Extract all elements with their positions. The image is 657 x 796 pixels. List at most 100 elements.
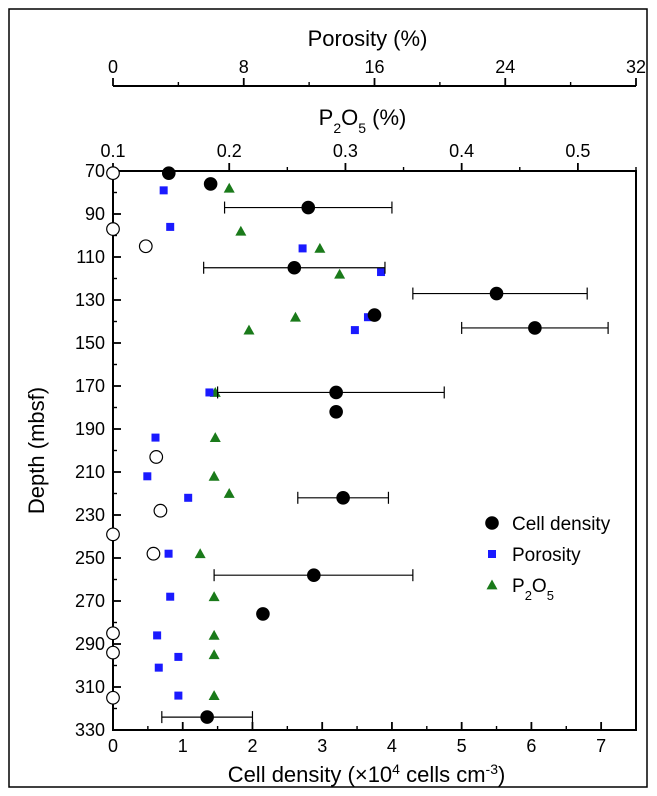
data-point: [153, 503, 168, 518]
data-point: [143, 472, 152, 481]
data-point: [166, 592, 175, 601]
porosity-tick-label: 24: [495, 57, 515, 77]
depth-tick-label: 270: [75, 591, 105, 611]
data-point: [350, 326, 359, 335]
data-point: [334, 268, 346, 279]
p2o5-tick-label: 0.5: [565, 141, 590, 161]
data-point: [298, 244, 307, 253]
data-point: [138, 239, 153, 254]
data-point: [307, 568, 321, 582]
cell-tick-label: 5: [457, 736, 467, 756]
data-point: [174, 652, 183, 661]
depth-axis-title: Depth (mbsf): [24, 387, 49, 514]
data-point: [149, 450, 164, 464]
data-point: [166, 222, 175, 231]
porosity-tick-label: 8: [239, 57, 249, 77]
data-point: [159, 186, 168, 195]
data-point: [208, 470, 220, 481]
depth-tick-label: 130: [75, 290, 105, 310]
figure-frame: [8, 8, 648, 788]
data-point: [289, 311, 301, 322]
data-point: [377, 268, 386, 277]
data-point: [235, 225, 247, 236]
data-point: [164, 549, 173, 558]
depth-tick-label: 170: [75, 376, 105, 396]
data-point: [329, 385, 343, 400]
data-point: [194, 548, 206, 559]
data-point: [256, 607, 270, 621]
depth-tick-label: 70: [85, 161, 105, 181]
porosity-tick-label: 16: [364, 57, 384, 77]
p2o5-axis-title: P2O5 (%): [319, 105, 407, 136]
legend: Cell density Porosity P2O5: [485, 514, 611, 603]
p2o5-tick-label: 0.2: [217, 141, 242, 161]
series-open-circle: [106, 166, 168, 705]
porosity-tick-label: 0: [108, 57, 118, 77]
plot-frame: [112, 170, 637, 731]
depth-tick-label: 230: [75, 505, 105, 525]
p2o5-tick-label: 0.1: [100, 141, 125, 161]
data-point: [209, 432, 221, 442]
data-point: [203, 177, 218, 191]
data-point: [489, 286, 504, 301]
data-point: [146, 546, 161, 561]
cell-axis-title: Cell density (×104 cells cm-3): [228, 761, 506, 787]
depth-tick-label: 310: [75, 677, 105, 697]
data-point: [106, 527, 120, 542]
data-point: [153, 631, 162, 640]
data-point: [243, 324, 255, 335]
depth-tick-label: 250: [75, 548, 105, 568]
depth-tick-label: 210: [75, 462, 105, 482]
data-point: [208, 649, 220, 660]
series-filled-circle: [161, 166, 609, 724]
data-point: [208, 591, 220, 602]
legend-label: Porosity: [512, 545, 581, 566]
porosity-tick-label: 32: [626, 57, 646, 77]
depth-tick-label: 290: [75, 634, 105, 654]
cell-tick-label: 3: [317, 736, 327, 756]
p2o5-tick-label: 0.4: [449, 141, 474, 161]
data-point: [106, 222, 120, 236]
cell-tick-label: 0: [108, 736, 118, 756]
legend-label: P2O5: [512, 576, 554, 603]
legend-marker: [488, 550, 496, 558]
data-point: [205, 388, 214, 397]
depth-tick-label: 150: [75, 333, 105, 353]
data-point: [106, 166, 120, 181]
data-point: [314, 242, 326, 253]
depth-tick-label: 190: [75, 419, 105, 439]
data-point: [106, 690, 120, 705]
porosity-axis-title: Porosity (%): [308, 26, 428, 51]
data-point: [106, 626, 120, 641]
legend-label: Cell density: [512, 514, 611, 535]
data-point: [161, 166, 176, 180]
data-point: [223, 182, 235, 193]
data-point: [154, 663, 163, 672]
data-point: [287, 260, 302, 275]
depth-tick-label: 90: [85, 204, 105, 224]
data-point: [106, 645, 120, 660]
depth-tick-label: 110: [76, 247, 105, 267]
depth-tick-label: 330: [75, 720, 105, 740]
legend-marker: [485, 516, 499, 530]
data-point: [208, 690, 220, 700]
data-point: [528, 321, 542, 335]
series-square: [143, 186, 386, 700]
cell-tick-label: 7: [596, 736, 606, 756]
data-point: [151, 433, 160, 442]
cell-tick-label: 6: [526, 736, 536, 756]
data-point: [223, 488, 235, 498]
data-point: [329, 405, 343, 419]
data-point: [336, 491, 350, 505]
cell-tick-label: 1: [178, 736, 188, 756]
cell-tick-label: 4: [387, 736, 397, 756]
data-point: [367, 308, 382, 322]
data-point: [301, 200, 316, 215]
data-point: [208, 629, 220, 640]
data-point: [363, 313, 372, 322]
series-triangle: [194, 182, 346, 700]
data-point: [184, 493, 193, 502]
legend-marker: [486, 579, 498, 590]
